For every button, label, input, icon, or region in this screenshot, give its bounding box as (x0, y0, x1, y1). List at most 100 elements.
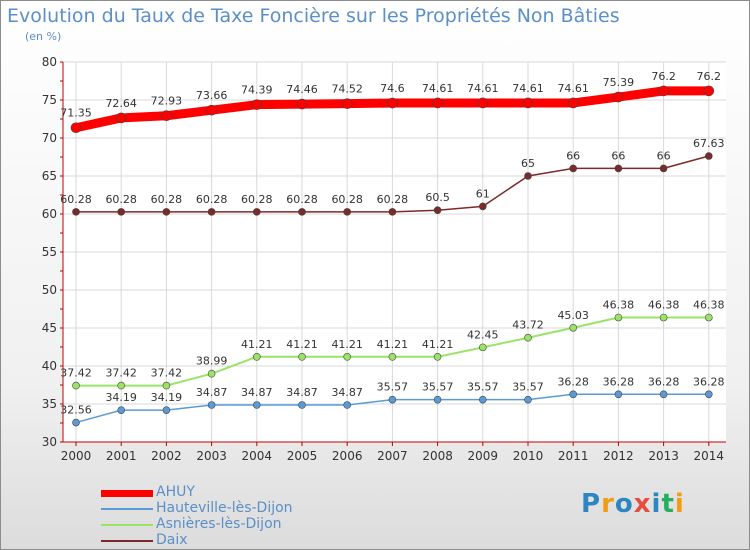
data-label: 36.28 (693, 375, 725, 388)
data-label: 74.61 (512, 82, 544, 95)
data-label: 41.21 (377, 338, 409, 351)
data-point (162, 208, 171, 216)
data-label: 74.52 (331, 83, 363, 96)
data-label: 71.35 (60, 107, 92, 120)
data-label: 74.61 (467, 82, 499, 95)
data-point (569, 390, 578, 399)
data-point (614, 390, 623, 399)
data-point (296, 98, 308, 110)
data-point (162, 406, 171, 414)
y-tick-label: 45 (42, 321, 57, 335)
data-label: 34.19 (151, 391, 183, 404)
logo-letter: o (614, 489, 634, 519)
data-point (343, 353, 352, 361)
data-label: 46.38 (648, 299, 680, 312)
x-tick-label: 2003 (196, 449, 227, 463)
data-label: 43.72 (512, 319, 544, 332)
data-label: 36.28 (603, 375, 635, 388)
data-point (704, 152, 713, 160)
data-label: 34.87 (286, 386, 318, 399)
data-point (658, 85, 669, 97)
data-point (162, 381, 171, 390)
data-point (298, 353, 306, 361)
data-point (117, 406, 125, 414)
data-label: 60.28 (151, 193, 183, 206)
data-point (115, 112, 127, 124)
data-point (388, 353, 397, 361)
y-tick-label: 55 (42, 245, 57, 259)
logo-letter: x (633, 489, 652, 519)
data-point (343, 208, 352, 216)
data-point (253, 353, 261, 361)
logo-letter: P (581, 489, 602, 519)
data-label: 73.66 (196, 89, 228, 102)
data-label: 35.57 (512, 381, 544, 394)
data-point (477, 97, 489, 109)
data-label: 74.6 (380, 82, 405, 95)
legend-label-daix: Daix (156, 532, 188, 548)
data-label: 66 (657, 149, 671, 162)
data-point (614, 313, 623, 322)
data-label: 41.21 (422, 338, 454, 351)
data-point (614, 164, 623, 173)
data-label: 60.28 (105, 193, 137, 206)
logo-letter: r (601, 489, 615, 519)
data-label: 60.28 (196, 193, 228, 206)
data-label: 32.56 (60, 404, 92, 417)
data-label: 66 (611, 149, 625, 162)
data-label: 74.46 (286, 83, 318, 96)
proxiti-logo: Proxiti (581, 489, 685, 519)
data-point (298, 208, 306, 216)
y-tick-label: 75 (42, 93, 57, 107)
chart-title: Evolution du Taux de Taxe Foncière sur l… (7, 5, 620, 27)
data-label: 34.87 (196, 386, 228, 399)
data-label: 35.57 (377, 381, 409, 394)
x-tick-label: 2007 (377, 449, 408, 463)
data-point (433, 353, 442, 361)
data-point (432, 97, 443, 109)
data-point (433, 206, 442, 214)
y-tick-label: 40 (42, 359, 57, 373)
data-point (207, 369, 216, 378)
data-label: 76.2 (697, 70, 722, 83)
data-point (569, 323, 578, 332)
data-label: 35.57 (467, 381, 499, 394)
x-tick-label: 2011 (558, 449, 589, 463)
data-point (298, 401, 306, 409)
data-label: 37.42 (60, 367, 92, 380)
data-point (613, 91, 624, 103)
y-tick-label: 60 (42, 207, 57, 221)
x-tick-label: 2004 (242, 449, 273, 463)
data-point (72, 418, 80, 427)
data-point (253, 208, 261, 216)
data-point (161, 110, 172, 122)
data-point (207, 401, 216, 409)
data-label: 60.28 (377, 193, 409, 206)
data-label: 37.42 (105, 367, 137, 380)
data-point (659, 164, 668, 173)
data-point (703, 85, 715, 97)
data-label: 60.28 (286, 193, 318, 206)
data-label: 36.28 (648, 375, 680, 388)
data-label: 41.21 (286, 338, 318, 351)
data-label: 74.39 (241, 84, 273, 97)
chart-subtitle: (en %) (25, 30, 62, 43)
data-point (569, 164, 578, 173)
data-label: 41.21 (241, 338, 273, 351)
y-tick-label: 80 (42, 55, 57, 69)
data-point (388, 208, 397, 216)
data-label: 46.38 (693, 299, 725, 312)
data-label: 36.28 (557, 375, 589, 388)
data-label: 61 (476, 187, 490, 200)
data-point (387, 97, 398, 109)
data-point (659, 390, 668, 399)
data-point (522, 97, 534, 109)
x-tick-label: 2013 (648, 449, 679, 463)
data-label: 34.87 (331, 386, 363, 399)
data-label: 41.21 (331, 338, 363, 351)
y-tick-label: 65 (42, 169, 57, 183)
logo-letter: t (661, 489, 675, 519)
data-label: 72.64 (105, 97, 137, 110)
data-point (433, 395, 442, 404)
